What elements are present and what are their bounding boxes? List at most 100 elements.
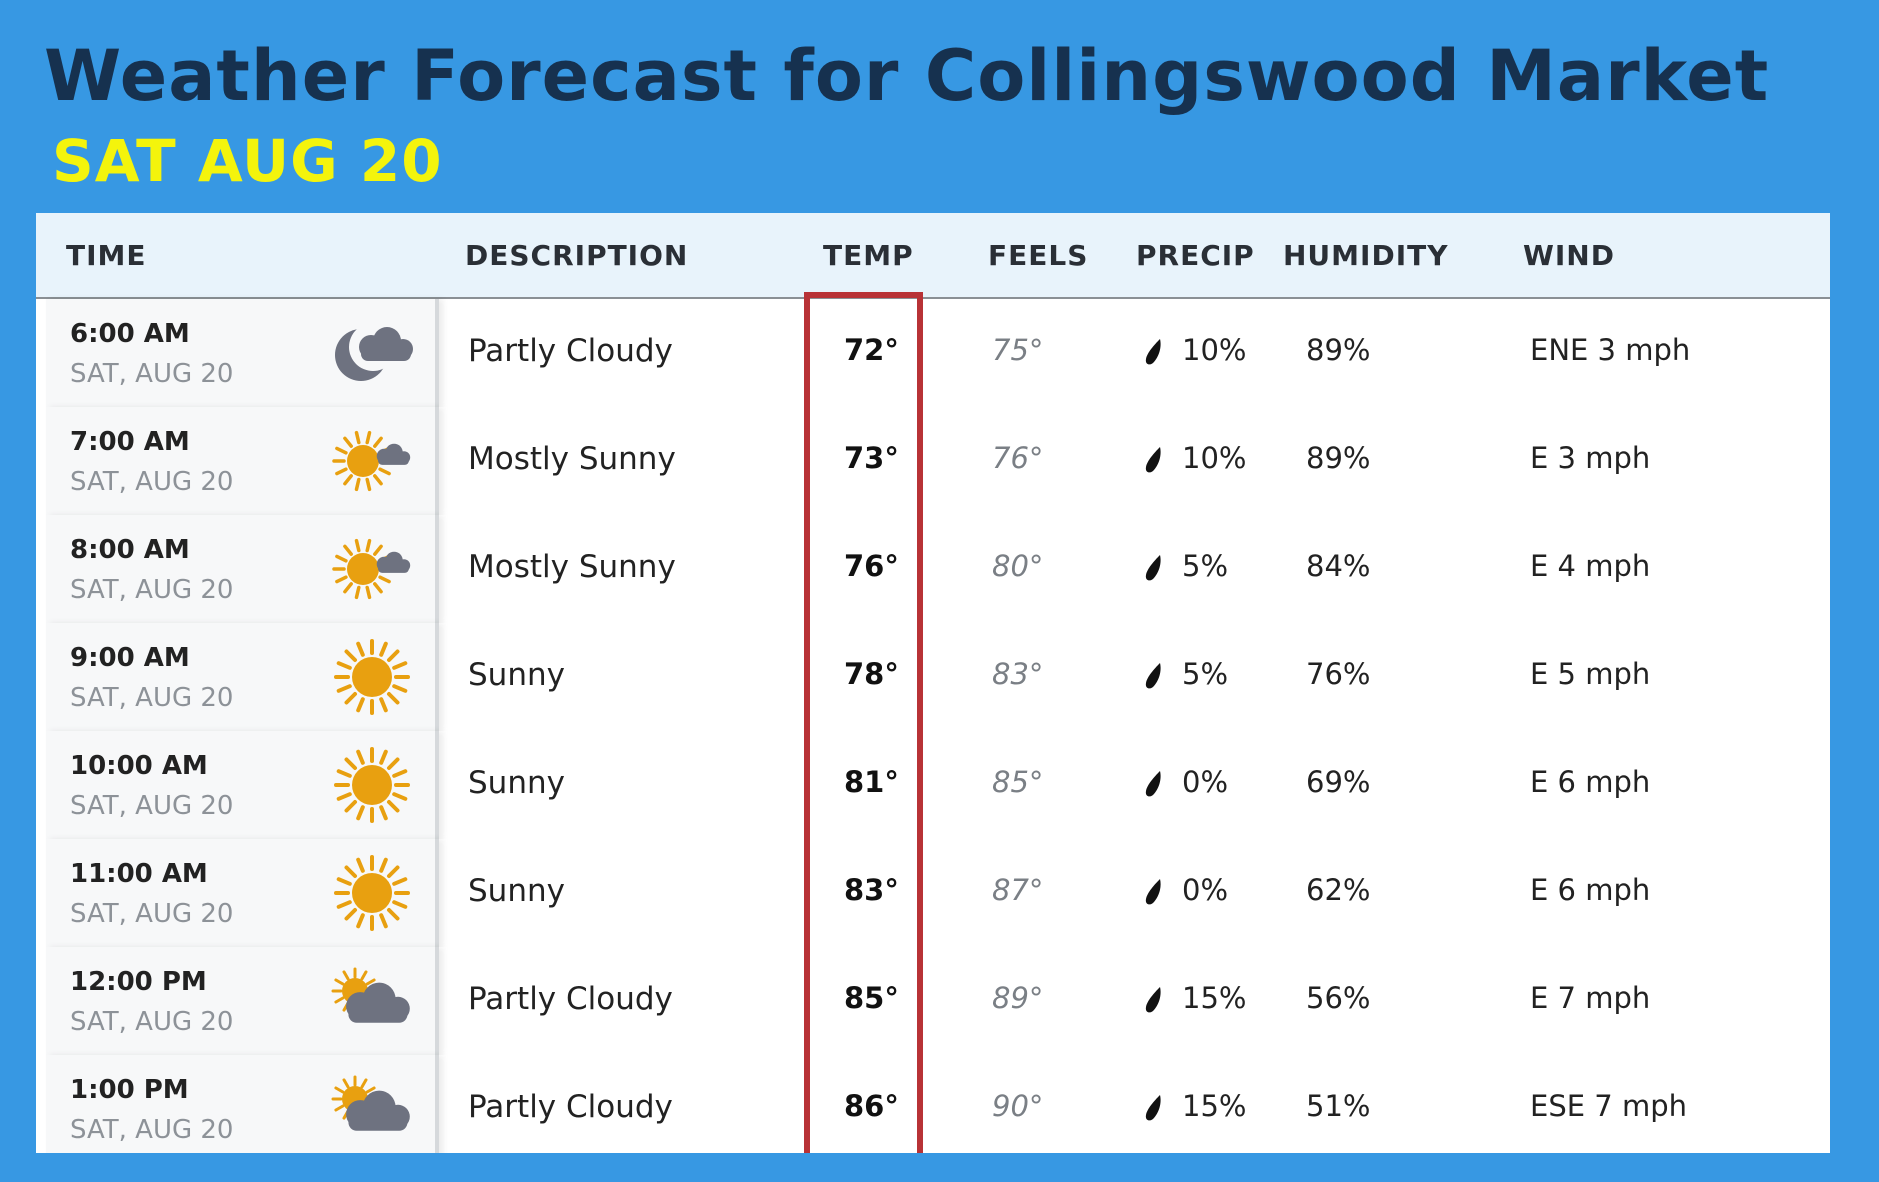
feels-value: 76° — [992, 441, 1044, 475]
precip-value: 10% — [1182, 333, 1247, 367]
wind-value: E 4 mph — [1530, 549, 1651, 583]
time-cell: 1:00 PM SAT, AUG 20 — [46, 1055, 439, 1153]
date-label: SAT, AUG 20 — [70, 1007, 234, 1037]
header-precip: PRECIP — [1136, 239, 1255, 272]
wind-value: E 6 mph — [1530, 873, 1651, 907]
sun-small-cloud-icon — [329, 529, 415, 609]
sun-behind-cloud-icon — [329, 961, 415, 1041]
humidity-value: 84% — [1306, 549, 1371, 583]
feels-value: 90° — [992, 1089, 1044, 1123]
raindrop-icon — [1143, 1093, 1165, 1123]
feels-value: 83° — [992, 657, 1044, 691]
header-humidity: HUMIDITY — [1283, 239, 1449, 272]
time-cell: 11:00 AM SAT, AUG 20 — [46, 839, 439, 947]
time-label: 9:00 AM — [70, 643, 190, 673]
time-label: 6:00 AM — [70, 319, 190, 349]
date-label: SAT, AUG 20 — [70, 899, 234, 929]
sun-small-cloud-icon — [329, 421, 415, 501]
date-label: SAT, AUG 20 — [70, 1115, 234, 1145]
time-label: 11:00 AM — [70, 859, 208, 889]
temp-value: 72° — [844, 333, 899, 367]
temp-value: 81° — [844, 765, 899, 799]
wind-value: ENE 3 mph — [1530, 333, 1691, 367]
raindrop-icon — [1143, 877, 1165, 907]
date-label: SAT, AUG 20 — [70, 359, 234, 389]
temp-value: 86° — [844, 1089, 899, 1123]
date-label: SAT, AUG 20 — [70, 683, 234, 713]
header-description: DESCRIPTION — [465, 239, 689, 272]
sun-icon — [329, 853, 415, 933]
moon-cloud-icon — [329, 313, 415, 393]
wind-value: E 6 mph — [1530, 765, 1651, 799]
time-label: 10:00 AM — [70, 751, 208, 781]
header-feels: FEELS — [988, 239, 1089, 272]
wind-value: E 7 mph — [1530, 981, 1651, 1015]
time-cell: 12:00 PM SAT, AUG 20 — [46, 947, 439, 1055]
time-cell: 6:00 AM SAT, AUG 20 — [46, 299, 439, 407]
precip-value: 10% — [1182, 441, 1247, 475]
date-label: SAT, AUG 20 — [70, 467, 234, 497]
table-header: TIME DESCRIPTION TEMP FEELS PRECIP HUMID… — [36, 213, 1830, 299]
time-cell: 7:00 AM SAT, AUG 20 — [46, 407, 439, 515]
table-row: 6:00 AM SAT, AUG 20 Partly Cloudy 72° 75… — [36, 299, 1830, 409]
feels-value: 75° — [992, 333, 1044, 367]
header-wind: WIND — [1523, 239, 1615, 272]
time-label: 7:00 AM — [70, 427, 190, 457]
humidity-value: 51% — [1306, 1089, 1371, 1123]
raindrop-icon — [1143, 553, 1165, 583]
time-label: 8:00 AM — [70, 535, 190, 565]
time-cell: 9:00 AM SAT, AUG 20 — [46, 623, 439, 731]
time-label: 1:00 PM — [70, 1075, 189, 1105]
humidity-value: 76% — [1306, 657, 1371, 691]
wind-value: E 3 mph — [1530, 441, 1651, 475]
description-text: Sunny — [468, 765, 565, 801]
temp-value: 78° — [844, 657, 899, 691]
temp-value: 83° — [844, 873, 899, 907]
temp-value: 73° — [844, 441, 899, 475]
sun-icon — [329, 745, 415, 825]
raindrop-icon — [1143, 769, 1165, 799]
humidity-value: 89% — [1306, 441, 1371, 475]
feels-value: 80° — [992, 549, 1044, 583]
feels-value: 85° — [992, 765, 1044, 799]
humidity-value: 56% — [1306, 981, 1371, 1015]
raindrop-icon — [1143, 661, 1165, 691]
time-cell: 10:00 AM SAT, AUG 20 — [46, 731, 439, 839]
time-cell: 8:00 AM SAT, AUG 20 — [46, 515, 439, 623]
description-text: Sunny — [468, 873, 565, 909]
table-row: 7:00 AM SAT, AUG 20 Mostly Sunny 73° 76°… — [36, 407, 1830, 517]
wind-value: ESE 7 mph — [1530, 1089, 1687, 1123]
date-subtitle: SAT AUG 20 — [52, 127, 443, 195]
description-text: Partly Cloudy — [468, 981, 673, 1017]
description-text: Sunny — [468, 657, 565, 693]
time-label: 12:00 PM — [70, 967, 207, 997]
humidity-value: 89% — [1306, 333, 1371, 367]
precip-value: 5% — [1182, 657, 1229, 691]
raindrop-icon — [1143, 985, 1165, 1015]
forecast-table: TIME DESCRIPTION TEMP FEELS PRECIP HUMID… — [36, 213, 1830, 1153]
precip-value: 15% — [1182, 981, 1247, 1015]
precip-value: 15% — [1182, 1089, 1247, 1123]
description-text: Mostly Sunny — [468, 549, 676, 585]
feels-value: 87° — [992, 873, 1044, 907]
precip-value: 0% — [1182, 873, 1229, 907]
table-row: 10:00 AM SAT, AUG 20 Sunny 81° 85° 0% 69… — [36, 731, 1830, 841]
raindrop-icon — [1143, 337, 1165, 367]
feels-value: 89° — [992, 981, 1044, 1015]
description-text: Partly Cloudy — [468, 1089, 673, 1125]
sun-icon — [329, 637, 415, 717]
header-time: TIME — [66, 239, 147, 272]
table-row: 12:00 PM SAT, AUG 20 Partly Cloudy 85° 8… — [36, 947, 1830, 1057]
sun-behind-cloud-icon — [329, 1069, 415, 1149]
description-text: Mostly Sunny — [468, 441, 676, 477]
precip-value: 0% — [1182, 765, 1229, 799]
date-label: SAT, AUG 20 — [70, 791, 234, 821]
table-row: 11:00 AM SAT, AUG 20 Sunny 83° 87° 0% 62… — [36, 839, 1830, 949]
wind-value: E 5 mph — [1530, 657, 1651, 691]
table-row: 9:00 AM SAT, AUG 20 Sunny 78° 83° 5% 76%… — [36, 623, 1830, 733]
header-temp: TEMP — [823, 239, 914, 272]
temp-value: 76° — [844, 549, 899, 583]
table-row: 1:00 PM SAT, AUG 20 Partly Cloudy 86° 90… — [36, 1055, 1830, 1153]
temp-value: 85° — [844, 981, 899, 1015]
description-text: Partly Cloudy — [468, 333, 673, 369]
